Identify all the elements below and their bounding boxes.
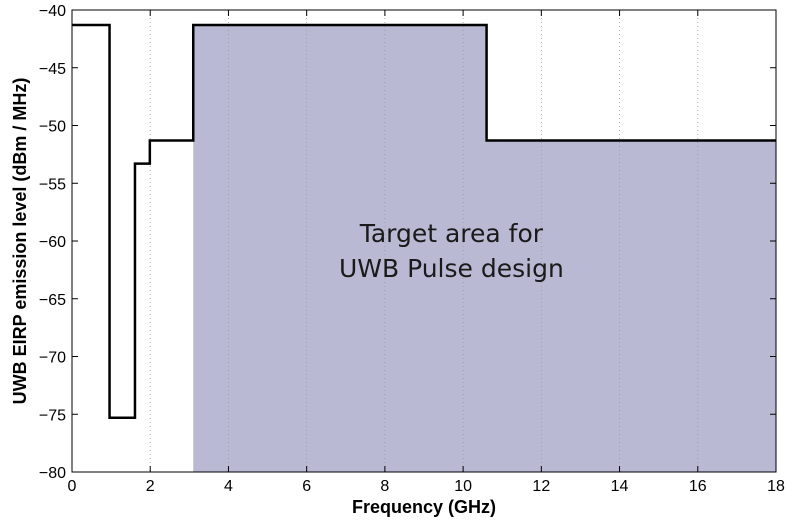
x-tick-label: 8 [380,478,389,495]
y-tick-label: −80 [39,465,66,482]
x-tick-label: 12 [532,478,550,495]
y-tick-label: −50 [39,119,66,136]
emission-limit-line [72,23,776,419]
y-axis-label: UWB EIRP emission level (dBm / MHz) [10,78,30,405]
x-tick-label: 16 [689,478,707,495]
x-tick-label: 0 [68,478,77,495]
x-tick-label: 4 [224,478,233,495]
x-tick-label: 18 [767,478,785,495]
x-tick-label: 14 [611,478,629,495]
annotation-text: UWB Pulse design [339,254,564,283]
x-axis-label: Frequency (GHz) [352,497,496,517]
grid [149,10,699,472]
y-tick-label: −65 [39,292,66,309]
y-tick-label: −60 [39,234,66,251]
annotation-text: Target area for [359,219,544,248]
y-tick-label: −70 [39,350,66,367]
axis-ticks [71,9,777,473]
y-tick-label: −40 [39,3,66,20]
y-tick-label: −75 [39,407,66,424]
x-tick-label: 2 [146,478,155,495]
x-tick-label: 6 [302,478,311,495]
x-tick-label: 10 [454,478,472,495]
annotations: Target area for UWB Pulse design [339,219,564,283]
target-region [193,25,776,472]
y-tick-label: −55 [39,176,66,193]
y-tick-label: −45 [39,61,66,78]
x-tick-labels: 0 2 4 6 8 10 12 14 16 18 [68,478,785,495]
y-tick-labels: −40 −45 −50 −55 −60 −65 −70 −75 −80 [39,3,66,482]
